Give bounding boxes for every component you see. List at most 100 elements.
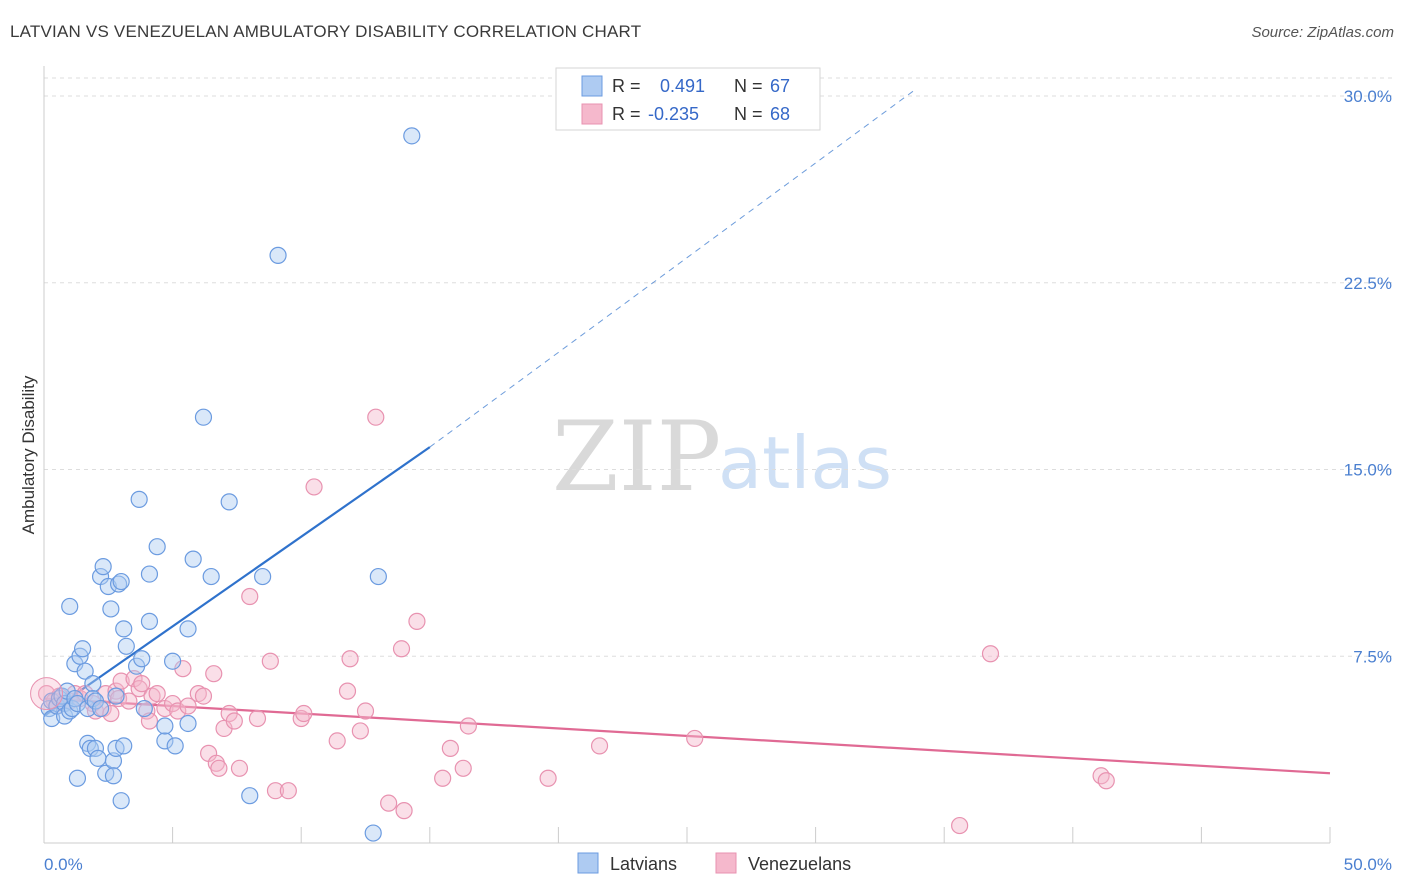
y-tick-label-3: 30.0% [1344,87,1392,106]
y-tick-labels: 7.5% 15.0% 22.5% 30.0% [1344,87,1392,666]
series-legend: Latvians Venezuelans [577,852,851,874]
point-venezuelans-43 [266,782,285,800]
legend-n-label-venezuelans: N = [734,104,763,124]
point-latvians-57 [194,408,213,426]
point-venezuelans-35 [210,759,228,777]
watermark-atlas: atlas [718,421,892,505]
point-venezuelans-64 [686,729,704,748]
point-latvians-34 [104,767,123,785]
point-venezuelans-27 [169,702,187,720]
x-tick-labels: 0.0% 50.0% [44,855,1392,874]
point-latvians-60 [241,787,259,805]
point-latvians-53 [166,737,184,755]
point-venezuelans-51 [351,722,369,740]
legend-r-label-latvians: R = [612,76,641,96]
legend-n-label-latvians: N = [734,76,763,96]
axes [43,66,1331,844]
point-venezuelans-34 [207,754,225,772]
point-latvians-50 [156,732,174,750]
point-latvians-63 [364,824,382,842]
point-venezuelans-65 [951,816,969,835]
point-venezuelans-55 [392,640,411,658]
point-latvians-56 [184,550,202,568]
point-latvians-54 [179,714,197,733]
trend-line-latvians-extension [429,90,914,448]
point-latvians-10 [61,597,79,616]
legend-n-value-latvians: 67 [770,76,790,96]
point-venezuelans-40 [241,587,259,606]
point-venezuelans-66 [981,645,1000,663]
point-venezuelans-54 [380,794,398,812]
point-latvians-46 [135,699,153,718]
point-latvians-48 [140,565,159,583]
point-venezuelans-41 [248,709,267,728]
point-latvians-22 [84,675,102,693]
point-venezuelans-19 [130,680,148,698]
point-venezuelans-61 [459,717,477,735]
point-venezuelans-16 [112,672,130,690]
point-venezuelans-59 [441,739,459,757]
point-venezuelans-52 [356,702,375,720]
point-venezuelans-47 [305,478,323,496]
x-tick-label-1: 50.0% [1344,855,1392,874]
point-venezuelans-56 [395,802,413,820]
point-latvians-13 [68,694,87,713]
point-venezuelans-31 [194,687,213,705]
x-tick-label-0: 0.0% [44,855,83,874]
point-latvians-41 [115,620,133,638]
point-venezuelans-45 [292,709,310,728]
y-tick-label-2: 22.5% [1344,274,1392,293]
point-venezuelans-24 [148,684,166,703]
y-tick-label-1: 15.0% [1344,461,1392,480]
point-venezuelans-20 [133,675,151,693]
grid-lines [44,77,1392,657]
point-venezuelans-68 [1097,772,1115,790]
point-latvians-18 [76,662,94,680]
point-venezuelans-63 [590,737,609,755]
point-latvians-55 [179,620,197,638]
point-venezuelans-29 [179,697,197,715]
stats-legend: R = 0.491 N = 67 R = -0.235 N = 68 [555,67,821,131]
point-venezuelans-21 [138,702,156,720]
bottom-legend-label-venezuelans: Venezuelans [748,854,851,874]
point-venezuelans-58 [434,769,452,787]
legend-r-label-venezuelans: R = [612,104,641,124]
point-venezuelans-33 [205,665,223,683]
bottom-legend-swatch-latvians [577,852,599,874]
legend-n-value-venezuelans: 68 [770,104,790,124]
legend-r-value-venezuelans: -0.235 [648,104,699,124]
point-latvians-26 [89,749,107,767]
point-venezuelans-53 [367,408,385,426]
point-latvians-27 [91,699,110,718]
point-latvians-64 [369,567,387,586]
legend-r-value-latvians: 0.491 [660,76,705,96]
point-latvians-12 [66,689,84,708]
data-points [30,127,1115,842]
point-latvians-65 [403,127,421,145]
watermark-zip: ZIP [552,401,721,513]
point-latvians-47 [140,612,159,630]
point-venezuelans-38 [225,712,243,730]
chart-title: LATVIAN VS VENEZUELAN AMBULATORY DISABIL… [10,22,642,41]
point-venezuelans-15 [109,689,128,708]
point-venezuelans-48 [328,732,346,750]
legend-swatch-latvians [581,75,603,97]
point-latvians-29 [94,558,112,576]
point-venezuelans-67 [1092,767,1110,785]
point-latvians-40 [112,792,130,810]
bottom-legend-label-latvians: Latvians [610,854,677,874]
y-axis-label: Ambulatory Disability [19,375,38,534]
point-latvians-31 [99,577,117,596]
point-venezuelans-42 [261,652,279,670]
point-latvians-37 [109,575,128,593]
point-latvians-42 [117,637,135,655]
point-latvians-49 [148,538,166,556]
point-venezuelans-13 [102,704,120,723]
point-latvians-61 [254,567,272,586]
point-latvians-44 [130,490,148,508]
trend-line-latvians [43,446,431,717]
point-latvians-36 [107,687,125,705]
point-venezuelans-60 [454,759,472,777]
bottom-legend-swatch-venezuelans [715,852,737,874]
